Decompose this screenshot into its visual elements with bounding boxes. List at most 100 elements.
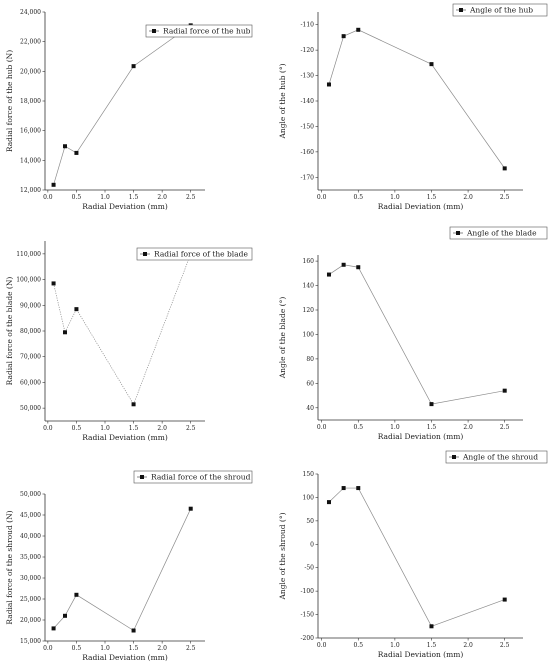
x-tick-label: 1.5	[129, 425, 139, 432]
y-tick-label: 60	[306, 380, 314, 387]
y-axis-title: Radial force of the blade (N)	[5, 277, 14, 386]
legend-box	[145, 24, 253, 38]
y-tick-label: 12,000	[20, 187, 41, 194]
y-axis-title: Radial force of the shroud (N)	[5, 510, 14, 624]
chart-blade-force: 0.0 0.5 1.0 1.5 2.0 2.5 50,000 60,000 70,000 80,0…	[5, 241, 253, 442]
y-tick-label: -50	[304, 565, 314, 572]
data-point	[63, 613, 67, 618]
x-tick-label: 2.0	[463, 194, 473, 201]
y-tick-label: 100	[303, 494, 315, 501]
x-tick-label: 0.0	[43, 425, 53, 432]
legend: Angle of the hub	[452, 3, 548, 17]
data-point	[356, 265, 361, 270]
data-point	[326, 82, 331, 87]
x-axis-title: Radial Deviation (mm)	[82, 653, 168, 662]
x-tick-label: 0.5	[72, 645, 82, 652]
y-axis-title: Angle of the shroud (°)	[278, 512, 287, 600]
legend-marker	[140, 475, 144, 479]
chart-blade-angle: 0.0 0.5 1.0 1.5 2.0 2.5 40 60 80 100 120 140 160 Radi…	[278, 226, 548, 441]
legend: Radial force of the shroud	[133, 470, 253, 484]
x-axis-title: Radial Deviation (mm)	[82, 202, 168, 211]
y-tick-label: -100	[301, 588, 315, 595]
y-tick-label: 40,000	[20, 533, 41, 540]
x-tick-label: 0.5	[72, 194, 82, 201]
y-tick-label: 25,000	[20, 596, 41, 603]
series-line	[53, 508, 192, 632]
x-tick-label: 0.0	[317, 424, 327, 431]
y-tick-label: 24,000	[20, 9, 41, 16]
x-tick-label: 1.5	[427, 642, 437, 649]
chart-shroud-force: 0.0 0.5 1.0 1.5 2.0 2.5 15,000 20,000 25,000 30,0…	[5, 470, 253, 662]
data-point	[51, 281, 56, 286]
y-tick-label: 22,000	[20, 39, 41, 46]
legend-label: Angle of the blade	[466, 229, 537, 238]
legend: Angle of the shroud	[445, 450, 548, 464]
data-point	[356, 486, 361, 491]
y-tick-label: -110	[301, 22, 315, 29]
data-point	[74, 307, 79, 312]
legend-label: Radial force of the hub	[163, 27, 251, 36]
data-point	[429, 624, 434, 629]
y-tick-label: -160	[301, 149, 315, 156]
y-tick-label: 70,000	[20, 354, 41, 361]
y-tick-label: 60,000	[20, 379, 41, 386]
series-line	[328, 264, 505, 405]
chart-shroud-angle: 0.0 0.5 1.0 1.5 2.0 2.5 -200 -150 -100 -50 0 50 100 1…	[278, 450, 548, 659]
x-tick-label: 1.5	[427, 194, 437, 201]
y-tick-label: -120	[301, 47, 315, 54]
legend: Radial force of the blade	[136, 247, 253, 261]
y-tick-label: -150	[301, 612, 315, 619]
data-point	[51, 626, 56, 631]
data-point	[356, 27, 361, 32]
x-tick-label: 0.5	[353, 194, 363, 201]
x-tick-label: 0.0	[43, 645, 53, 652]
data-point	[326, 500, 331, 505]
legend: Radial force of the hub	[145, 24, 253, 38]
x-tick-label: 2.5	[186, 645, 196, 652]
y-axis-title: Radial force of the hub (N)	[5, 50, 14, 152]
series-line	[53, 25, 191, 185]
y-tick-label: 35,000	[20, 554, 41, 561]
y-tick-label: -200	[301, 635, 315, 642]
legend-box	[449, 226, 548, 240]
x-axis-title: Radial Deviation (mm)	[378, 202, 464, 211]
legend-marker	[143, 252, 147, 256]
x-tick-label: 2.5	[186, 194, 196, 201]
y-tick-label: 120	[303, 307, 315, 314]
x-tick-label: 2.0	[157, 194, 167, 201]
x-axis-title: Radial Deviation (mm)	[378, 432, 464, 441]
y-tick-label: -140	[301, 98, 315, 105]
series-line	[53, 253, 192, 406]
data-point	[63, 330, 67, 335]
x-tick-label: 2.5	[500, 642, 510, 649]
data-point	[74, 150, 79, 155]
data-point	[131, 64, 136, 69]
y-axis-title: Angle of the hub (°)	[278, 63, 287, 139]
legend-label: Angle of the shroud	[462, 453, 538, 462]
legend-box	[452, 3, 548, 17]
x-tick-label: 2.0	[157, 425, 167, 432]
y-tick-label: 100,000	[16, 277, 41, 284]
data-point	[429, 62, 434, 67]
legend-marker	[152, 29, 156, 33]
legend-marker	[452, 455, 456, 459]
x-tick-label: 1.5	[129, 645, 139, 652]
x-tick-label: 1.0	[390, 194, 400, 201]
data-point	[502, 166, 507, 171]
data-point	[502, 597, 507, 602]
y-tick-label: 140	[303, 283, 315, 290]
y-tick-label: 50	[306, 518, 314, 525]
y-tick-label: 80	[306, 356, 314, 363]
y-tick-label: 16,000	[20, 128, 41, 135]
y-tick-label: 30,000	[20, 575, 41, 582]
y-tick-label: -130	[301, 73, 315, 80]
x-tick-label: 1.0	[390, 424, 400, 431]
x-tick-label: 2.5	[500, 424, 510, 431]
legend-box	[445, 450, 548, 464]
x-tick-label: 0.0	[317, 642, 327, 649]
y-axis-title: Angle of the blade (°)	[278, 297, 287, 380]
data-point	[131, 402, 136, 407]
y-tick-label: 160	[303, 258, 315, 265]
legend-box	[133, 470, 253, 484]
x-tick-label: 0.5	[353, 424, 363, 431]
